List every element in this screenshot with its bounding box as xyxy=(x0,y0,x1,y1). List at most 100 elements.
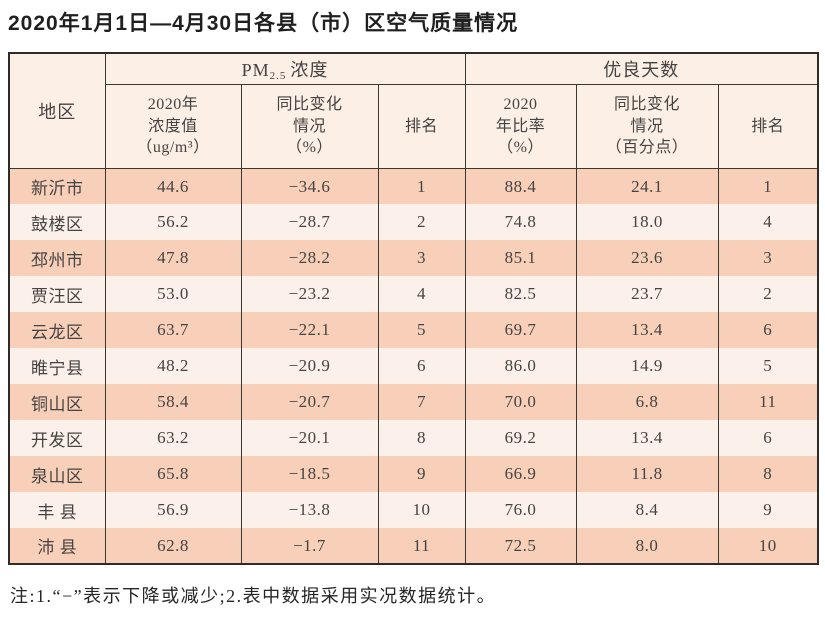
cell-good-change: 24.1 xyxy=(575,168,719,205)
cell-good-change: 14.9 xyxy=(575,348,719,385)
cell-pm-rank: 7 xyxy=(377,384,466,421)
pm25-subscript: 2.5 xyxy=(269,70,287,83)
cell-good-ratio: 72.5 xyxy=(464,528,577,565)
cell-good-rank: 2 xyxy=(717,276,819,313)
cell-good-ratio: 85.1 xyxy=(464,240,577,277)
cell-good-ratio: 69.2 xyxy=(464,420,577,457)
cell-region: 邳州市 xyxy=(8,240,106,277)
cell-good-rank: 11 xyxy=(717,384,819,421)
cell-pm-change: −28.7 xyxy=(240,204,379,241)
cell-region: 云龙区 xyxy=(8,312,106,349)
cell-pm-change: −20.9 xyxy=(240,348,379,385)
cell-pm-change: −34.6 xyxy=(240,168,379,205)
cell-region: 新沂市 xyxy=(8,168,106,205)
cell-pm-value: 44.6 xyxy=(104,168,242,205)
col-header-good-ratio: 2020 年比率 （%） xyxy=(464,84,577,169)
cell-good-change: 18.0 xyxy=(575,204,719,241)
pm25-label-suffix: 浓度 xyxy=(290,60,329,81)
cell-pm-value: 53.0 xyxy=(104,276,242,313)
cell-pm-change: −13.8 xyxy=(240,492,379,529)
cell-pm-rank: 1 xyxy=(377,168,466,205)
cell-pm-rank: 10 xyxy=(377,492,466,529)
cell-pm-value: 63.7 xyxy=(104,312,242,349)
col-header-region: 地区 xyxy=(8,53,106,169)
cell-good-change: 13.4 xyxy=(575,312,719,349)
cell-good-ratio: 66.9 xyxy=(464,456,577,493)
cell-good-change: 8.4 xyxy=(575,492,719,529)
cell-good-rank: 6 xyxy=(717,312,819,349)
cell-pm-rank: 9 xyxy=(377,456,466,493)
cell-pm-rank: 5 xyxy=(377,312,466,349)
col-header-pm-change: 同比变化 情况 （%） xyxy=(240,84,379,169)
cell-good-rank: 3 xyxy=(717,240,819,277)
table-row: 鼓楼区 56.2 −28.7 2 74.8 18.0 4 xyxy=(8,204,819,241)
cell-pm-rank: 11 xyxy=(377,528,466,565)
cell-region: 泉山区 xyxy=(8,456,106,493)
cell-pm-value: 56.9 xyxy=(104,492,242,529)
table-row: 睢宁县 48.2 −20.9 6 86.0 14.9 5 xyxy=(8,348,819,385)
cell-region: 沛 县 xyxy=(8,528,106,565)
table-row: 泉山区 65.8 −18.5 9 66.9 11.8 8 xyxy=(8,456,819,493)
cell-pm-value: 63.2 xyxy=(104,420,242,457)
cell-good-rank: 5 xyxy=(717,348,819,385)
footnote: 注:1.“−”表示下降或减少;2.表中数据采用实况数据统计。 xyxy=(10,586,497,607)
cell-good-change: 23.6 xyxy=(575,240,719,277)
cell-good-ratio: 69.7 xyxy=(464,312,577,349)
col-header-good-rank: 排名 xyxy=(717,84,819,169)
cell-pm-rank: 6 xyxy=(377,348,466,385)
cell-pm-change: −20.1 xyxy=(240,420,379,457)
table-row: 丰 县 56.9 −13.8 10 76.0 8.4 9 xyxy=(8,492,819,529)
cell-good-change: 8.0 xyxy=(575,528,719,565)
cell-good-ratio: 88.4 xyxy=(464,168,577,205)
air-quality-table: 地区 PM2.5 浓度 优良天数 2020年 浓度值 （ug/m³） 同比变化 情… xyxy=(8,52,820,566)
cell-good-ratio: 74.8 xyxy=(464,204,577,241)
cell-region: 铜山区 xyxy=(8,384,106,421)
cell-good-change: 13.4 xyxy=(575,420,719,457)
header-sub-row: 2020年 浓度值 （ug/m³） 同比变化 情况 （%） 排名 2020 年比… xyxy=(9,84,819,169)
cell-region: 睢宁县 xyxy=(8,348,106,385)
col-header-pm-value: 2020年 浓度值 （ug/m³） xyxy=(104,84,242,169)
page-title: 2020年1月1日—4月30日各县（市）区空气质量情况 xyxy=(8,12,519,35)
cell-good-ratio: 70.0 xyxy=(464,384,577,421)
col-group-good-days: 优良天数 xyxy=(464,53,819,85)
cell-good-ratio: 86.0 xyxy=(464,348,577,385)
cell-good-rank: 10 xyxy=(717,528,819,565)
cell-region: 贾汪区 xyxy=(8,276,106,313)
table-row: 铜山区 58.4 −20.7 7 70.0 6.8 11 xyxy=(8,384,819,421)
cell-pm-change: −20.7 xyxy=(240,384,379,421)
table-row: 邳州市 47.8 −28.2 3 85.1 23.6 3 xyxy=(8,240,819,277)
cell-good-rank: 9 xyxy=(717,492,819,529)
cell-pm-rank: 2 xyxy=(377,204,466,241)
cell-good-ratio: 76.0 xyxy=(464,492,577,529)
cell-pm-value: 56.2 xyxy=(104,204,242,241)
cell-good-change: 11.8 xyxy=(575,456,719,493)
table-row: 新沂市 44.6 −34.6 1 88.4 24.1 1 xyxy=(8,168,819,205)
cell-pm-rank: 8 xyxy=(377,420,466,457)
table-row: 开发区 63.2 −20.1 8 69.2 13.4 6 xyxy=(8,420,819,457)
cell-pm-rank: 3 xyxy=(377,240,466,277)
cell-pm-value: 58.4 xyxy=(104,384,242,421)
cell-pm-change: −1.7 xyxy=(240,528,379,565)
cell-region: 鼓楼区 xyxy=(8,204,106,241)
col-header-good-change: 同比变化 情况 （百分点） xyxy=(575,84,719,169)
cell-pm-change: −18.5 xyxy=(240,456,379,493)
pm25-label-prefix: PM xyxy=(241,60,270,81)
table-row: 云龙区 63.7 −22.1 5 69.7 13.4 6 xyxy=(8,312,819,349)
col-header-pm-rank: 排名 xyxy=(377,84,466,169)
cell-region: 丰 县 xyxy=(8,492,106,529)
cell-good-ratio: 82.5 xyxy=(464,276,577,313)
cell-pm-value: 47.8 xyxy=(104,240,242,277)
cell-good-rank: 8 xyxy=(717,456,819,493)
cell-good-rank: 4 xyxy=(717,204,819,241)
cell-pm-change: −28.2 xyxy=(240,240,379,277)
table-row: 沛 县 62.8 −1.7 11 72.5 8.0 10 xyxy=(8,528,819,565)
cell-good-rank: 1 xyxy=(717,168,819,205)
header-group-row: 地区 PM2.5 浓度 优良天数 xyxy=(8,53,819,169)
cell-region: 开发区 xyxy=(8,420,106,457)
cell-pm-change: −22.1 xyxy=(240,312,379,349)
cell-good-change: 23.7 xyxy=(575,276,719,313)
cell-pm-value: 48.2 xyxy=(104,348,242,385)
cell-good-change: 6.8 xyxy=(575,384,719,421)
table-row: 贾汪区 53.0 −23.2 4 82.5 23.7 2 xyxy=(8,276,819,313)
